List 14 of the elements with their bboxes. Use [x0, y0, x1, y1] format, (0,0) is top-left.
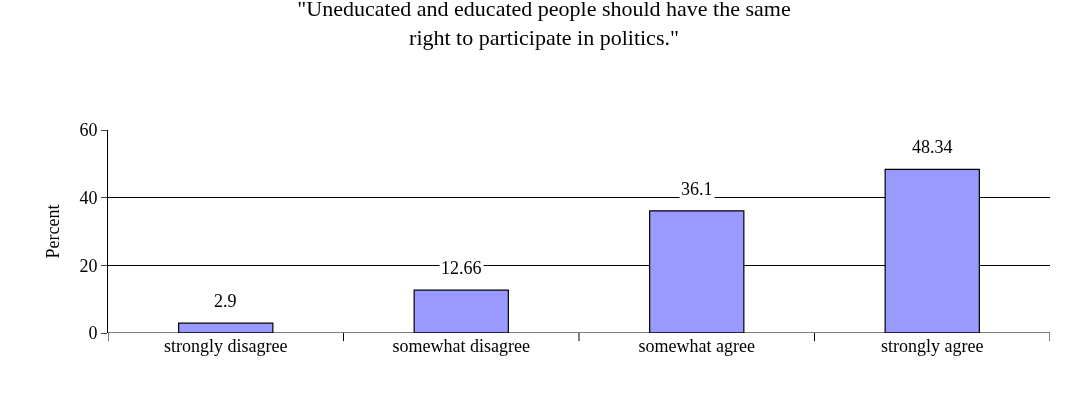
- data-label: 48.34: [912, 137, 953, 157]
- data-label: 2.9: [214, 291, 237, 311]
- x-tick-label: somewhat disagree: [392, 336, 530, 356]
- chart-title: "Uneducated and educated people should have the same right to participate in politics.": [297, 0, 791, 50]
- x-tick-label: strongly disagree: [164, 336, 288, 356]
- data-label: 12.66: [441, 258, 482, 278]
- y-tick-label: 60: [79, 120, 98, 141]
- y-tick-label: 20: [79, 255, 98, 276]
- y-axis-title: Percent: [42, 204, 63, 259]
- x-tick-label: strongly agree: [881, 336, 984, 356]
- y-tick-label: 40: [79, 187, 98, 208]
- x-tick-label: somewhat agree: [638, 336, 755, 356]
- y-tick-label: 0: [88, 323, 98, 344]
- data-label: 36.1: [681, 179, 713, 199]
